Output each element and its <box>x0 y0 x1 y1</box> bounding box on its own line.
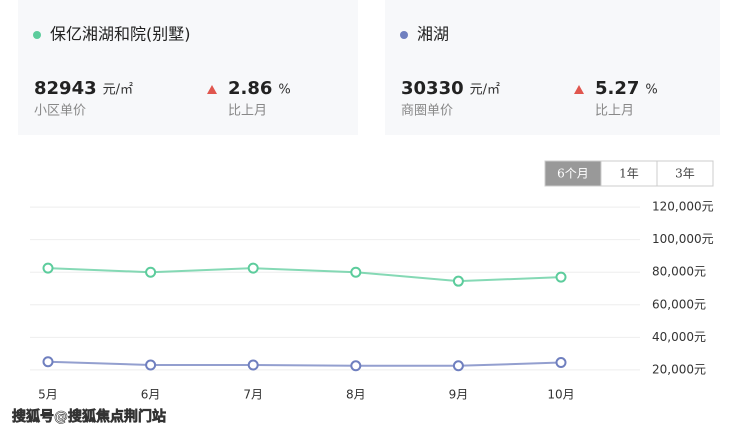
change: 5.27 <box>595 78 639 99</box>
card-title: 保亿湘湖和院(别墅) <box>50 25 191 44</box>
tab[interactable] <box>544 160 602 187</box>
price-unit: 元/㎡ <box>103 83 133 98</box>
x-tick-label: 8月 <box>346 388 366 402</box>
y-tick-label: 100,000元 <box>652 232 714 246</box>
point <box>452 275 464 287</box>
price-label: 小区单价 <box>34 104 86 119</box>
x-tick-label: 6月 <box>141 388 161 402</box>
y-tick-label: 80,000元 <box>652 265 706 279</box>
point <box>42 262 54 274</box>
card-title: 湘湖 <box>417 25 449 44</box>
tab-label[interactable]: 6个月 <box>557 167 589 181</box>
y-tick-label: 120,000元 <box>652 200 714 214</box>
point <box>350 266 362 278</box>
change: 2.86 <box>228 78 272 99</box>
point <box>350 360 362 372</box>
x-tick-label: 10月 <box>547 388 574 402</box>
y-tick-label: 60,000元 <box>652 297 706 311</box>
x-tick-label: 7月 <box>243 388 263 402</box>
y-tick-label: 20,000元 <box>652 362 706 376</box>
tab[interactable] <box>600 160 658 187</box>
series-line <box>47 360 562 367</box>
legend-dot <box>33 31 41 39</box>
price: 30330 <box>401 78 464 99</box>
point <box>555 357 567 369</box>
x-tick-label: 9月 <box>449 388 469 402</box>
price-label: 商圈单价 <box>401 104 453 119</box>
tab-label[interactable]: 3年 <box>675 167 695 181</box>
series-line <box>47 267 562 283</box>
change-label: 比上月 <box>595 104 634 119</box>
card <box>385 0 720 135</box>
point <box>247 359 259 371</box>
up-arrow <box>574 85 584 94</box>
change-label: 比上月 <box>228 104 267 119</box>
point <box>145 266 157 278</box>
legend-dot <box>400 31 408 39</box>
up-arrow <box>207 85 217 94</box>
price-unit: 元/㎡ <box>470 83 500 98</box>
change-unit: % <box>278 83 290 98</box>
point <box>452 360 464 372</box>
point <box>555 271 567 283</box>
price: 82943 <box>34 78 97 99</box>
tab-label[interactable]: 1年 <box>619 167 639 181</box>
point <box>145 359 157 371</box>
point <box>247 262 259 274</box>
x-tick-label: 5月 <box>38 388 58 402</box>
watermark: 搜狐号@搜狐焦点荆门站 <box>12 408 166 425</box>
change-unit: % <box>645 83 657 98</box>
card <box>18 0 358 135</box>
point <box>42 356 54 368</box>
tab[interactable] <box>656 160 714 187</box>
y-tick-label: 40,000元 <box>652 330 706 344</box>
